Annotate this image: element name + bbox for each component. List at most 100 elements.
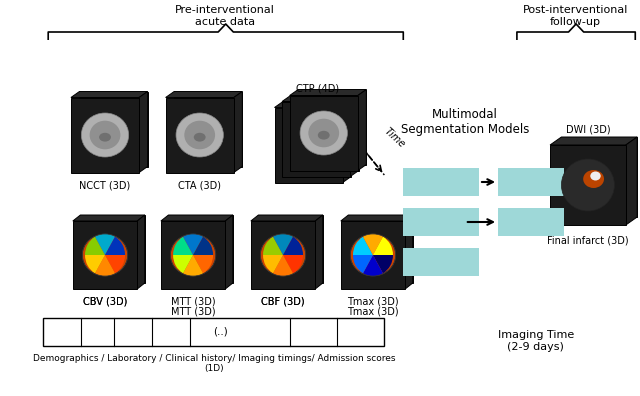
Polygon shape (71, 97, 139, 173)
Polygon shape (298, 89, 366, 164)
Polygon shape (340, 215, 413, 221)
Text: Pre-interventional
acute data: Pre-interventional acute data (175, 5, 275, 27)
Bar (44, 318, 385, 346)
Polygon shape (358, 89, 366, 171)
Polygon shape (251, 215, 323, 221)
Polygon shape (348, 215, 413, 283)
Wedge shape (173, 237, 193, 255)
Text: CTA (3D): CTA (3D) (178, 181, 221, 190)
Text: MTT (3D): MTT (3D) (171, 297, 216, 307)
Text: Post-interventional
follow-up: Post-interventional follow-up (523, 5, 628, 27)
Text: CBF (3D): CBF (3D) (261, 297, 305, 307)
Polygon shape (561, 137, 637, 217)
Text: Demographics / Laboratory / Clinical history/ Imaging timings/ Admission scores
: Demographics / Laboratory / Clinical his… (33, 354, 395, 373)
Wedge shape (363, 255, 383, 276)
Text: NCCT (3D): NCCT (3D) (79, 181, 131, 190)
Polygon shape (174, 91, 243, 166)
Polygon shape (275, 101, 351, 107)
Polygon shape (290, 89, 366, 95)
Polygon shape (282, 95, 359, 101)
Wedge shape (85, 255, 105, 273)
Wedge shape (373, 237, 393, 255)
Polygon shape (166, 91, 243, 97)
Text: Final infarct (3D): Final infarct (3D) (547, 235, 628, 245)
Polygon shape (275, 107, 342, 183)
Wedge shape (193, 237, 213, 255)
Polygon shape (550, 137, 637, 145)
Polygon shape (166, 97, 234, 173)
Polygon shape (405, 215, 413, 289)
Bar (498, 168, 564, 196)
Ellipse shape (170, 234, 216, 276)
Polygon shape (161, 221, 225, 289)
Polygon shape (340, 221, 405, 289)
Text: Multimodal
Segmentation Models: Multimodal Segmentation Models (401, 108, 529, 136)
Wedge shape (273, 255, 293, 276)
Ellipse shape (300, 111, 348, 155)
Wedge shape (183, 255, 203, 276)
Polygon shape (550, 145, 626, 225)
Polygon shape (259, 215, 323, 283)
Polygon shape (291, 95, 359, 171)
Ellipse shape (318, 131, 330, 140)
Wedge shape (95, 255, 115, 276)
Wedge shape (373, 255, 393, 273)
Ellipse shape (260, 234, 306, 276)
Ellipse shape (308, 119, 339, 147)
Polygon shape (290, 95, 358, 171)
Bar (403, 168, 479, 196)
Wedge shape (263, 237, 283, 255)
Wedge shape (173, 255, 193, 273)
Polygon shape (234, 91, 243, 173)
Wedge shape (85, 237, 105, 255)
Ellipse shape (90, 121, 120, 149)
Polygon shape (137, 215, 145, 289)
Text: Imaging Time
(2-9 days): Imaging Time (2-9 days) (498, 330, 574, 352)
Text: Tmax (3D): Tmax (3D) (347, 307, 399, 317)
Wedge shape (105, 237, 125, 255)
Ellipse shape (590, 171, 601, 181)
Polygon shape (251, 221, 316, 289)
Ellipse shape (583, 170, 604, 188)
Ellipse shape (350, 234, 396, 276)
Polygon shape (350, 95, 359, 177)
Polygon shape (283, 101, 351, 177)
Wedge shape (95, 234, 115, 255)
Text: MTT (3D): MTT (3D) (171, 307, 216, 317)
Polygon shape (161, 215, 233, 221)
Wedge shape (283, 237, 303, 255)
Polygon shape (626, 137, 637, 225)
Ellipse shape (176, 113, 223, 157)
Wedge shape (283, 255, 303, 273)
Polygon shape (282, 101, 350, 177)
Wedge shape (353, 237, 373, 255)
Text: DWI (3D): DWI (3D) (566, 125, 610, 135)
Bar (498, 208, 564, 236)
Bar (403, 208, 479, 236)
Text: CBV (3D): CBV (3D) (83, 297, 127, 307)
Polygon shape (81, 215, 145, 283)
Ellipse shape (81, 113, 129, 157)
Wedge shape (183, 234, 203, 255)
Ellipse shape (184, 121, 215, 149)
Polygon shape (79, 91, 148, 166)
Text: Tmax (3D): Tmax (3D) (347, 297, 399, 307)
Wedge shape (273, 234, 293, 255)
Text: CBV (3D): CBV (3D) (83, 297, 127, 307)
Polygon shape (342, 101, 351, 183)
Polygon shape (139, 91, 148, 173)
Ellipse shape (99, 133, 111, 142)
Polygon shape (316, 215, 323, 289)
Text: CBF (3D): CBF (3D) (261, 297, 305, 307)
Bar (403, 248, 479, 276)
Polygon shape (71, 91, 148, 97)
Polygon shape (225, 215, 233, 289)
Wedge shape (263, 255, 283, 273)
Wedge shape (105, 255, 125, 273)
Ellipse shape (194, 133, 205, 142)
Wedge shape (193, 255, 213, 273)
Wedge shape (353, 255, 373, 273)
Polygon shape (73, 215, 145, 221)
Text: (..): (..) (213, 327, 228, 337)
Text: Time: Time (383, 126, 407, 150)
